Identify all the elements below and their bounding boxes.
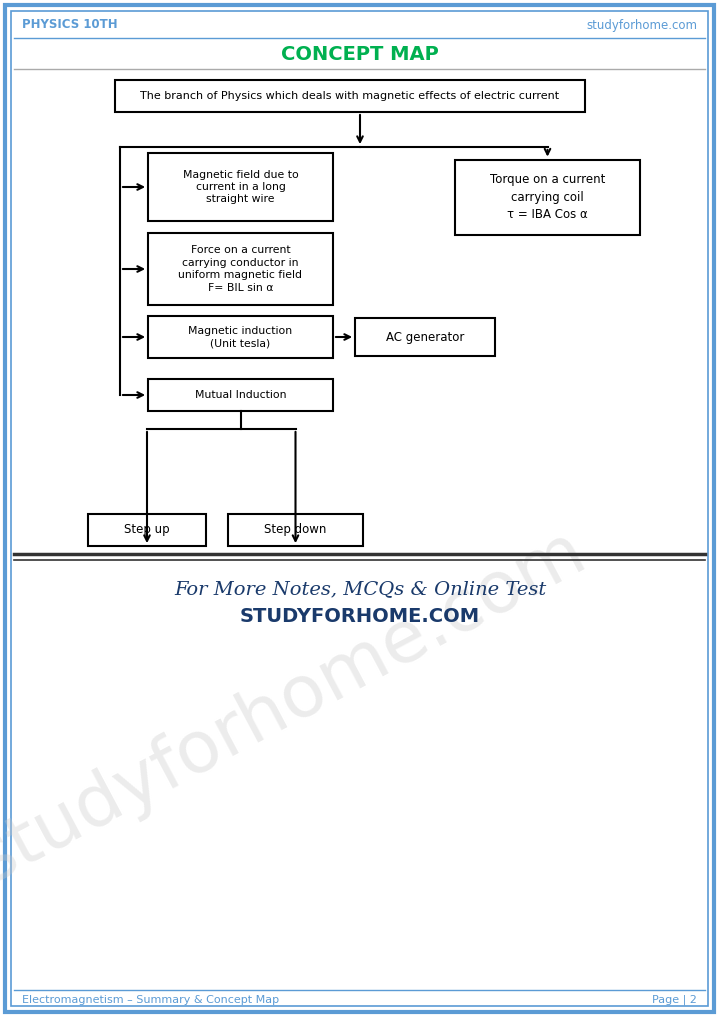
Text: Step up: Step up	[124, 524, 170, 537]
Bar	[148, 233, 333, 305]
Text: studyforhome.com: studyforhome.com	[586, 18, 697, 32]
Text: Page | 2: Page | 2	[652, 995, 697, 1005]
Text: STUDYFORHOME.COM: STUDYFORHOME.COM	[240, 607, 480, 626]
Bar	[355, 318, 495, 356]
Bar	[88, 514, 206, 546]
Bar	[115, 80, 585, 112]
Text: studyforhome.com: studyforhome.com	[0, 517, 597, 897]
Bar	[455, 160, 640, 235]
Bar	[148, 153, 333, 221]
Text: For More Notes, MCQs & Online Test: For More Notes, MCQs & Online Test	[174, 580, 546, 598]
Text: Magnetic induction
(Unit tesla): Magnetic induction (Unit tesla)	[188, 325, 293, 348]
Bar	[148, 316, 333, 358]
Text: Magnetic field due to
current in a long
straight wire: Magnetic field due to current in a long …	[183, 170, 298, 204]
Text: AC generator: AC generator	[386, 331, 464, 344]
Text: CONCEPT MAP: CONCEPT MAP	[281, 46, 439, 64]
Bar	[228, 514, 363, 546]
Text: Electromagnetism – Summary & Concept Map: Electromagnetism – Summary & Concept Map	[22, 995, 279, 1005]
Text: The branch of Physics which deals with magnetic effects of electric current: The branch of Physics which deals with m…	[140, 91, 559, 101]
Text: Force on a current
carrying conductor in
uniform magnetic field
F= BIL sin α: Force on a current carrying conductor in…	[178, 245, 303, 293]
Text: Torque on a current
carrying coil
τ = IBA Cos α: Torque on a current carrying coil τ = IB…	[490, 174, 605, 221]
Text: Step down: Step down	[265, 524, 326, 537]
Bar	[148, 379, 333, 411]
Text: Mutual Induction: Mutual Induction	[195, 390, 286, 400]
Text: PHYSICS 10TH: PHYSICS 10TH	[22, 18, 118, 32]
